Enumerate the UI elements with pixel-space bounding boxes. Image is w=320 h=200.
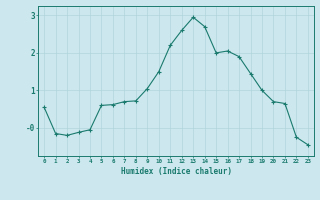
X-axis label: Humidex (Indice chaleur): Humidex (Indice chaleur): [121, 167, 231, 176]
